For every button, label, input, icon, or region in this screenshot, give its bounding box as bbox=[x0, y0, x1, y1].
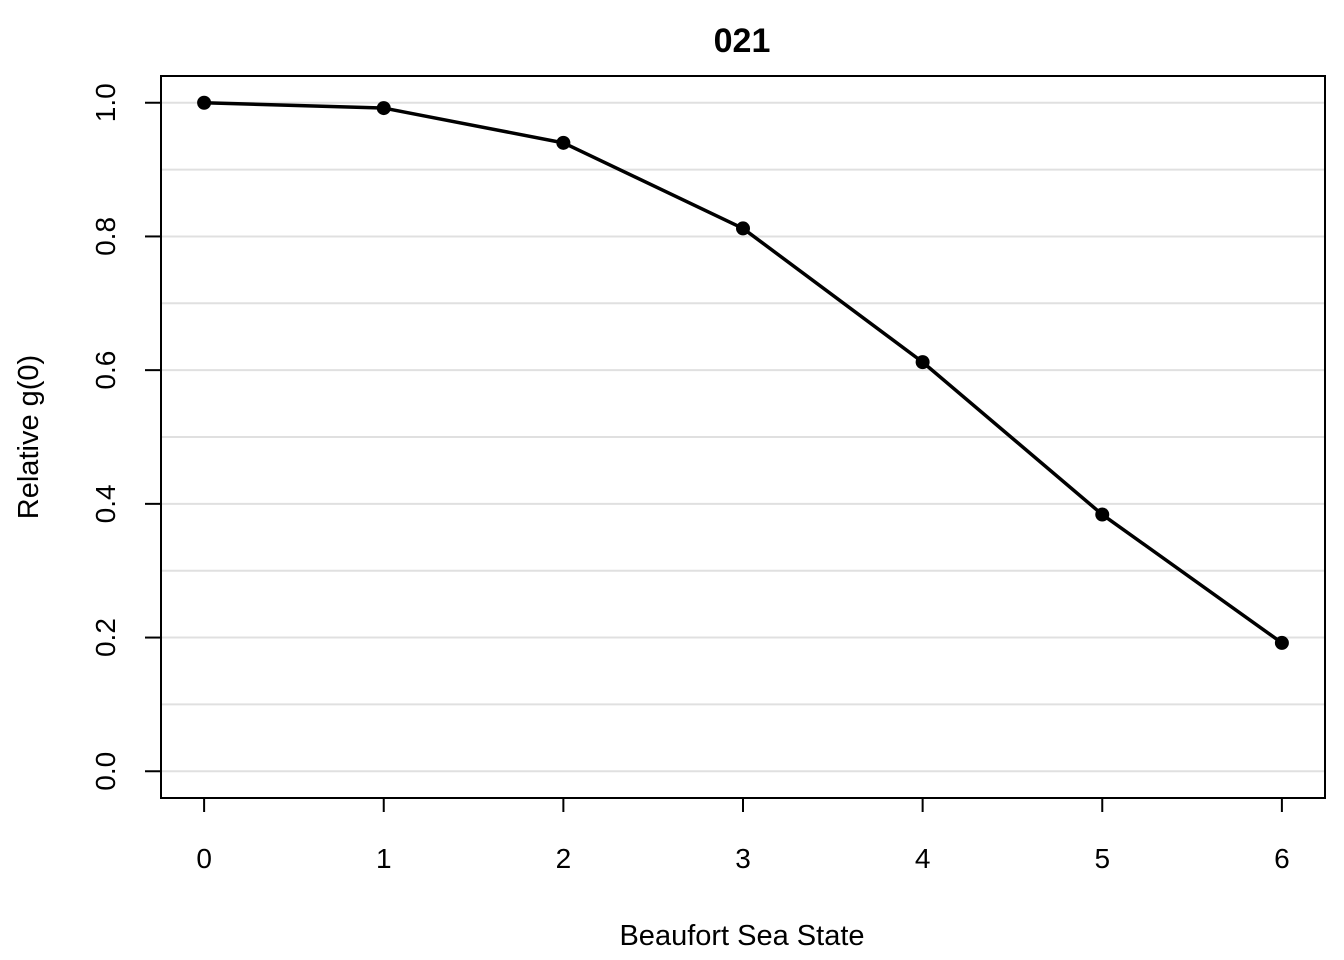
x-tick-label: 5 bbox=[1094, 843, 1110, 874]
series bbox=[197, 95, 1289, 650]
data-point bbox=[736, 221, 750, 236]
x-tick-label: 6 bbox=[1274, 843, 1290, 874]
series-line bbox=[204, 100, 1283, 645]
data-point bbox=[1095, 507, 1110, 522]
y-tick-label: 0.0 bbox=[90, 752, 121, 791]
x-axis-label: Beaufort Sea State bbox=[619, 920, 864, 952]
x-tick-label: 0 bbox=[196, 843, 212, 874]
data-point bbox=[915, 355, 930, 370]
x-tick-label: 2 bbox=[556, 843, 572, 874]
x-tick-label: 3 bbox=[735, 843, 751, 874]
x-tick-label: 4 bbox=[915, 843, 931, 874]
data-point bbox=[197, 95, 212, 110]
y-axis-ticks: 0.0 0.2 0.4 0.6 0.8 1.0 bbox=[90, 83, 161, 791]
y-axis-label: Relative g(0) bbox=[13, 355, 45, 519]
data-point bbox=[376, 101, 391, 116]
chart-title: 021 bbox=[714, 22, 771, 60]
data-point bbox=[556, 135, 571, 150]
gridlines bbox=[161, 101, 1325, 773]
y-tick-label: 0.8 bbox=[90, 217, 121, 256]
x-axis-ticks: 0 1 2 3 4 5 6 bbox=[196, 798, 1290, 874]
y-tick-label: 1.0 bbox=[90, 83, 121, 122]
data-point bbox=[1274, 635, 1289, 650]
x-tick-label: 1 bbox=[376, 843, 392, 874]
y-tick-label: 0.4 bbox=[90, 484, 121, 523]
y-tick-label: 0.2 bbox=[90, 618, 121, 657]
y-tick-label: 0.6 bbox=[90, 351, 121, 390]
